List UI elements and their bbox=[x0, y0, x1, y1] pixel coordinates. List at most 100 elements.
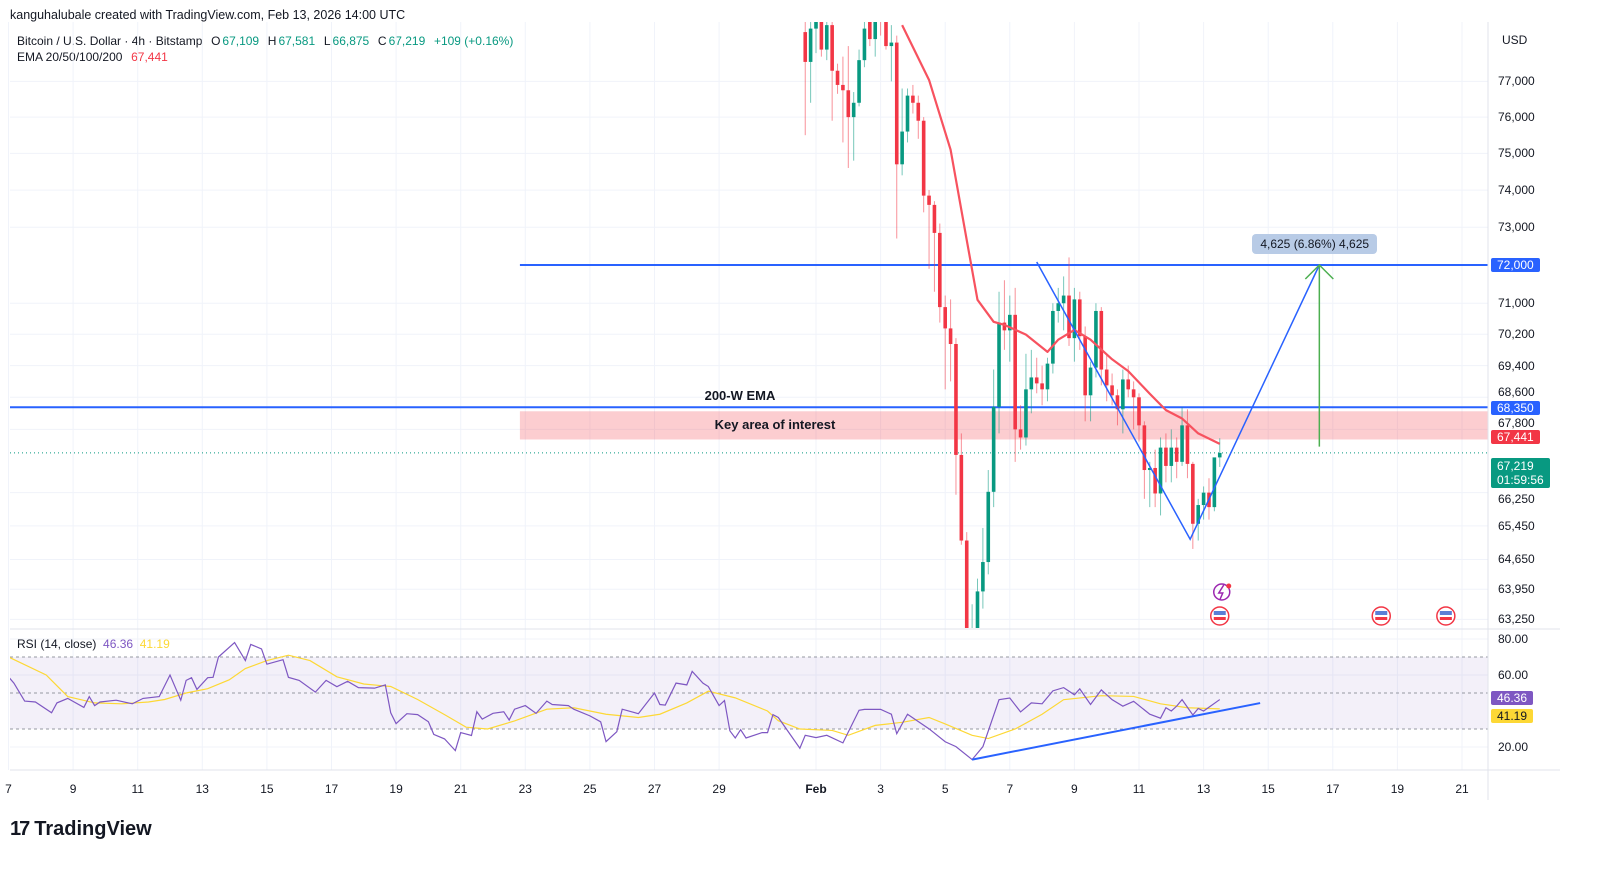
candle-body bbox=[1191, 463, 1195, 524]
time-tick-label: 21 bbox=[1455, 782, 1469, 796]
us-flag-icon[interactable] bbox=[1210, 606, 1230, 626]
candle bbox=[948, 299, 953, 382]
candle bbox=[868, 22, 872, 47]
candle-body bbox=[1056, 303, 1061, 311]
candle-body bbox=[916, 102, 921, 121]
price-tick-label: 70,200 bbox=[1498, 327, 1535, 342]
rsi-trendline[interactable] bbox=[971, 702, 1261, 761]
time-tick-label: 11 bbox=[1132, 782, 1146, 796]
candle-body bbox=[938, 232, 942, 308]
candle-body bbox=[1142, 425, 1147, 471]
candle-body bbox=[1034, 377, 1039, 384]
price-tick-label: 75,000 bbox=[1498, 146, 1535, 161]
currency-label[interactable]: USD bbox=[1502, 33, 1528, 47]
candle bbox=[1045, 357, 1050, 402]
candle bbox=[959, 433, 964, 545]
candle-body bbox=[1013, 314, 1017, 430]
price-tick-label: 77,000 bbox=[1498, 74, 1535, 89]
low-value: 66,875 bbox=[332, 34, 370, 48]
candle-body bbox=[932, 204, 937, 233]
time-tick-label: 15 bbox=[260, 782, 274, 796]
candle bbox=[1056, 287, 1061, 323]
candle bbox=[1201, 486, 1206, 520]
open-label: O bbox=[211, 34, 221, 48]
candle-body bbox=[873, 22, 878, 40]
time-tick-label: Feb bbox=[805, 782, 827, 796]
rsi-ma-value-badge: 41.19 bbox=[1491, 709, 1534, 723]
ema-line[interactable] bbox=[901, 24, 1221, 445]
flag-stripe bbox=[1213, 617, 1226, 620]
candle-body bbox=[1217, 452, 1222, 458]
candle bbox=[932, 201, 937, 292]
high-value: 67,581 bbox=[278, 34, 316, 48]
time-tick-label: 5 bbox=[941, 782, 949, 796]
close-label: C bbox=[377, 34, 387, 48]
candle bbox=[1099, 307, 1104, 386]
lightning-glyph bbox=[1217, 584, 1225, 601]
ema-indicator-label[interactable]: EMA 20/50/100/200 bbox=[17, 50, 123, 64]
time-tick-label: 17 bbox=[1326, 782, 1340, 796]
candle-body bbox=[857, 60, 861, 103]
candle bbox=[1110, 373, 1114, 406]
measure-label[interactable]: 4,625 (6.86%) 4,625 bbox=[1252, 234, 1378, 254]
candle-body bbox=[824, 25, 829, 50]
ema-indicator-value: 67,441 bbox=[131, 50, 168, 64]
candle-body bbox=[851, 102, 856, 118]
candle-body bbox=[921, 120, 926, 196]
candle bbox=[943, 295, 947, 390]
rsi-ma-line[interactable] bbox=[9, 654, 1220, 740]
change-value: +109 (+0.16%) bbox=[433, 34, 514, 48]
time-tick-label: 29 bbox=[712, 782, 726, 796]
candle bbox=[857, 49, 861, 107]
us-flag-icon[interactable] bbox=[1371, 606, 1391, 626]
tradingview-logo[interactable]: 17 TradingView bbox=[10, 818, 152, 841]
rsi-line[interactable] bbox=[9, 641, 1221, 761]
event-dot bbox=[1226, 583, 1232, 589]
price-tick-label: 71,000 bbox=[1498, 296, 1535, 311]
candle bbox=[862, 22, 867, 68]
key-area-zone[interactable] bbox=[519, 411, 1488, 440]
candle-body bbox=[991, 406, 996, 492]
candle-body bbox=[1104, 369, 1109, 386]
candle-body bbox=[1201, 492, 1206, 506]
time-tick-label: 23 bbox=[518, 782, 532, 796]
candle bbox=[824, 22, 829, 61]
candle-body bbox=[894, 42, 899, 165]
candle bbox=[1008, 295, 1012, 362]
candle-body bbox=[1110, 385, 1114, 396]
candle bbox=[1185, 409, 1190, 479]
candle-body bbox=[1029, 377, 1034, 390]
candle bbox=[814, 22, 818, 54]
candle bbox=[938, 223, 942, 323]
rsi-tick-label: 80.00 bbox=[1498, 632, 1529, 646]
measure-arrowhead bbox=[1304, 263, 1334, 280]
rsi-tick-label: 60.00 bbox=[1498, 668, 1529, 682]
candle bbox=[1153, 449, 1157, 508]
candle bbox=[1104, 353, 1109, 402]
candle bbox=[889, 25, 894, 82]
price-tick-label: 63,950 bbox=[1498, 582, 1535, 597]
rsi-pane bbox=[9, 641, 1488, 761]
candle-body bbox=[814, 22, 818, 29]
candle-body bbox=[868, 22, 872, 40]
us-flag-icon[interactable] bbox=[1436, 606, 1456, 626]
pattern-projection-line[interactable] bbox=[1036, 261, 1321, 541]
symbol-title[interactable]: Bitcoin / U.S. Dollar · 4h · Bitstamp bbox=[17, 34, 203, 48]
candle bbox=[1180, 407, 1184, 466]
time-tick-label: 9 bbox=[1071, 782, 1078, 796]
lightning-event-icon[interactable] bbox=[1213, 583, 1232, 601]
candle-body bbox=[1077, 299, 1082, 337]
candle-body bbox=[981, 562, 985, 592]
candle bbox=[873, 22, 878, 57]
time-tick-label: 19 bbox=[389, 782, 403, 796]
rsi-label[interactable]: RSI (14, close) bbox=[17, 637, 97, 651]
candle-body bbox=[835, 70, 840, 85]
candle-body bbox=[1174, 447, 1179, 462]
time-tick-label: 7 bbox=[1006, 782, 1014, 796]
candle-body bbox=[1061, 295, 1066, 304]
candle bbox=[1147, 461, 1152, 508]
flag-ring bbox=[1210, 606, 1230, 626]
candle bbox=[975, 578, 980, 628]
candle-body bbox=[1147, 467, 1152, 471]
